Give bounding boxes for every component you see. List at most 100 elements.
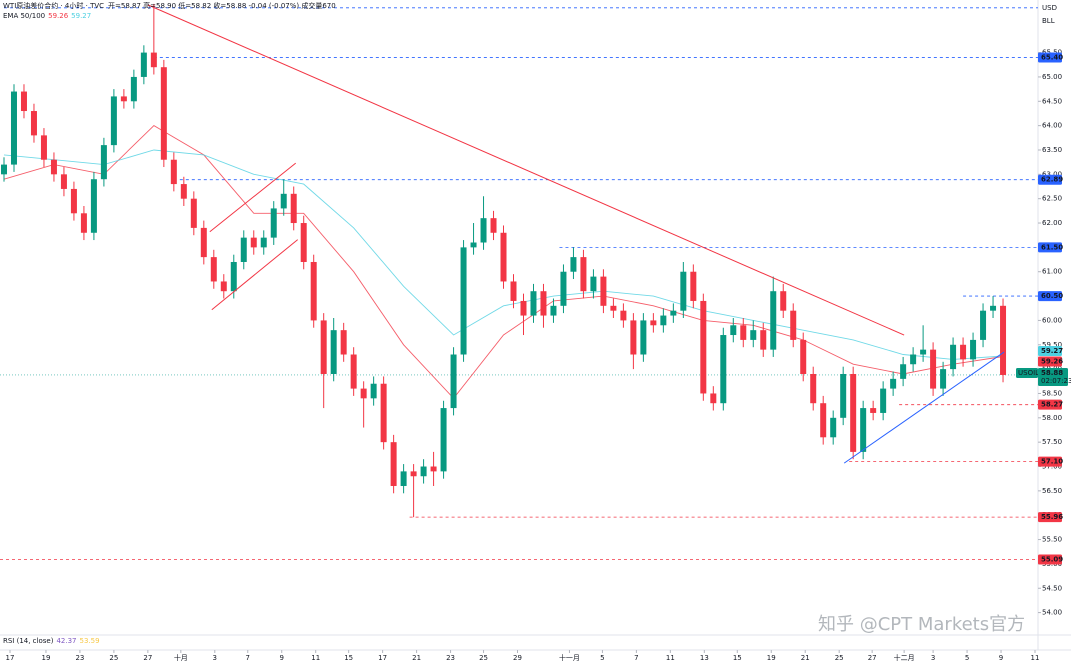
candle-body	[810, 373, 817, 404]
x-tick-label: 17	[378, 654, 387, 662]
x-tick-label: 11	[1031, 654, 1040, 662]
y-tick-label: 63.00	[1042, 170, 1062, 178]
y-tick-label: 58.50	[1042, 389, 1062, 397]
x-tick-label: 7	[246, 654, 250, 662]
candle-body	[230, 261, 237, 292]
indicator-value: 59.27	[71, 12, 91, 20]
x-tick-label: 21	[412, 654, 421, 662]
x-tick-label: 7	[634, 654, 638, 662]
level-tag-label: 55.09	[1041, 556, 1063, 564]
candle-body	[330, 330, 337, 374]
x-tick-label: 十二月	[894, 653, 915, 662]
candle-body	[130, 76, 137, 102]
candle-body	[640, 320, 647, 355]
x-tick-label: 19	[767, 654, 776, 662]
x-tick-label: 15	[344, 654, 353, 662]
candle-body	[210, 257, 217, 282]
ema-line	[3, 125, 1004, 399]
candle-body	[740, 325, 747, 340]
candle-body	[280, 193, 287, 209]
candle-body	[910, 354, 917, 365]
rsi-header: RSI (14, close) 42.37 53.59	[3, 637, 100, 645]
level-tag-label: 57.10	[1041, 458, 1063, 466]
trendline	[209, 162, 297, 233]
rsi-value: 53.59	[80, 637, 100, 645]
y-tick-label: 57.50	[1042, 438, 1062, 446]
candle-body	[180, 184, 187, 199]
candle-body	[220, 281, 227, 292]
x-tick-label: 23	[75, 654, 84, 662]
x-tick-label: 9	[999, 654, 1003, 662]
candle-body	[730, 325, 737, 336]
candle-body	[390, 442, 397, 486]
level-tag-label: 62.89	[1041, 176, 1063, 184]
candle-body	[540, 291, 547, 316]
candle-body	[990, 305, 997, 311]
candle-body	[300, 223, 307, 262]
level-tag	[1038, 174, 1062, 185]
candle-body	[10, 91, 17, 165]
candle-body	[930, 349, 937, 389]
watermark: 知乎 @CPT Markets官方	[818, 614, 1025, 635]
rsi-name: RSI (14, close)	[3, 637, 54, 645]
candle-body	[470, 242, 477, 248]
candle-body	[710, 393, 717, 404]
candle-body	[20, 91, 27, 112]
x-tick-label: 27	[868, 654, 877, 662]
candle-body	[0, 164, 7, 175]
candle-body	[240, 237, 247, 262]
level-tag	[1038, 291, 1062, 302]
indicator-value: 59.26	[48, 12, 69, 20]
ema-tag-label: 59.26	[1041, 357, 1063, 365]
last-price: 58.88	[1041, 369, 1063, 377]
candle-body	[550, 305, 557, 316]
x-tick-label: 21	[801, 654, 810, 662]
candle-body	[820, 403, 827, 438]
candle-body	[840, 373, 847, 418]
x-tick-label: 5	[965, 654, 969, 662]
candle-body	[680, 271, 687, 311]
candle-body	[360, 388, 367, 399]
candle-body	[290, 193, 297, 224]
symbol-tag: USOIL	[1018, 369, 1039, 377]
candle-body	[430, 466, 437, 472]
trendline	[843, 351, 1005, 464]
candle-body	[760, 330, 767, 350]
candle-body	[310, 261, 317, 321]
x-tick-label: 23	[446, 654, 455, 662]
level-tag-label: 58.27	[1041, 401, 1063, 409]
x-tick-label: 25	[479, 654, 488, 662]
y-tick-label: 64.50	[1042, 97, 1062, 105]
candle-body	[440, 408, 447, 472]
candle-body	[480, 218, 487, 243]
candle-body	[450, 354, 457, 409]
candle-body	[950, 344, 957, 370]
candle-body	[70, 188, 77, 214]
x-tick-label: 19	[41, 654, 50, 662]
y-tick-label: 59.50	[1042, 341, 1062, 349]
y-tick-label: 60.00	[1042, 316, 1062, 324]
candle-body	[350, 354, 357, 389]
candle-body	[500, 232, 507, 282]
x-tick-label: 15	[733, 654, 742, 662]
indicator-name: EMA 50/100	[3, 12, 45, 20]
candle-body	[410, 471, 417, 477]
x-tick-label: 27	[143, 654, 152, 662]
x-tick-label: 11	[311, 654, 320, 662]
price-tag	[1038, 367, 1068, 386]
y-tick-label: 55.50	[1042, 536, 1062, 544]
candle-body	[780, 291, 787, 311]
y-tick-label: 61.00	[1042, 268, 1062, 276]
countdown: 02:07:23	[1041, 377, 1071, 385]
candle-body	[1000, 305, 1007, 375]
ema-line	[3, 149, 1004, 360]
candle-body	[720, 335, 727, 404]
trendline	[147, 4, 905, 336]
ema-tag-label: 59.27	[1041, 347, 1063, 355]
candle-body	[60, 174, 67, 189]
level-tag	[1038, 554, 1062, 565]
candle-body	[970, 339, 977, 360]
x-tick-label: 25	[109, 654, 118, 662]
x-tick-label: 3	[213, 654, 217, 662]
